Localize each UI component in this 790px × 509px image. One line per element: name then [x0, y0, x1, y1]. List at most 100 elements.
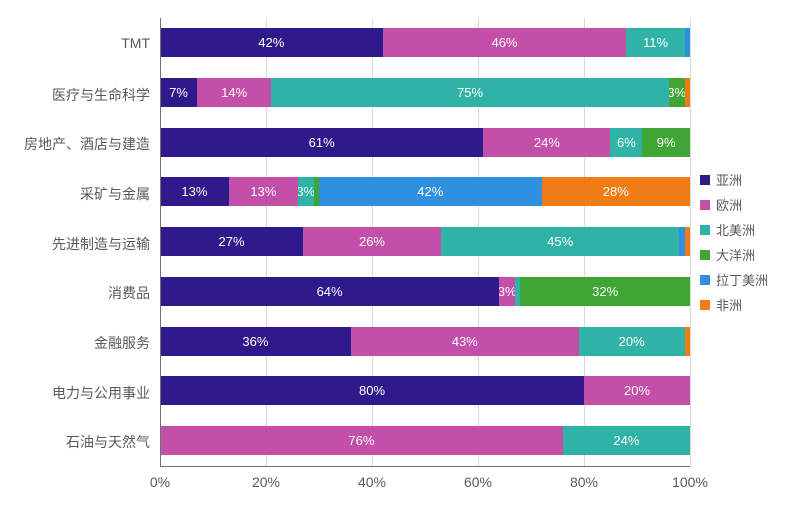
segment-value: 14%	[221, 85, 247, 100]
gridline	[690, 18, 691, 466]
segment-value: 3%	[499, 284, 515, 299]
legend-label: 亚洲	[716, 170, 742, 189]
legend: 亚洲欧洲北美洲大洋洲拉丁美洲非洲	[700, 170, 768, 320]
bar-segment-asia: 13%	[160, 177, 229, 206]
legend-label: 非洲	[716, 295, 742, 314]
legend-item: 非洲	[700, 295, 768, 314]
category-label: 采矿与金属	[80, 184, 150, 204]
bar-segment-europe: 3%	[499, 277, 515, 306]
legend-swatch	[700, 275, 710, 285]
legend-label: 欧洲	[716, 195, 742, 214]
bar-row: 76% 24%	[160, 426, 690, 455]
legend-item: 北美洲	[700, 220, 768, 239]
bar-row: 80% 20%	[160, 376, 690, 405]
bar-segment-latam	[685, 28, 690, 57]
x-tick-label: 60%	[464, 474, 492, 490]
segment-value: 76%	[348, 433, 374, 448]
segment-value: 42%	[417, 184, 443, 199]
segment-value: 75%	[457, 85, 483, 100]
bar-segment-asia: 61%	[160, 128, 483, 157]
bar-segment-oceania: 3%	[669, 78, 685, 107]
bar-row: 7% 14% 75% 3%	[160, 78, 690, 107]
legend-item: 亚洲	[700, 170, 768, 189]
category-label: 金融服务	[94, 333, 150, 353]
legend-swatch	[700, 250, 710, 260]
segment-value: 20%	[624, 383, 650, 398]
category-label: 电力与公用事业	[52, 383, 150, 403]
bar-segment-asia: 80%	[160, 376, 584, 405]
x-axis-line	[160, 466, 690, 467]
bar-segment-namerica: 3%	[298, 177, 314, 206]
bar-row: 64% 3% 32%	[160, 277, 690, 306]
bar-row: 27% 26% 45%	[160, 227, 690, 256]
segment-value: 80%	[359, 383, 385, 398]
segment-value: 13%	[250, 184, 276, 199]
category-label: TMT	[121, 35, 150, 51]
segment-value: 28%	[603, 184, 629, 199]
segment-value: 9%	[657, 135, 676, 150]
segment-value: 43%	[452, 334, 478, 349]
x-tick-label: 80%	[570, 474, 598, 490]
legend-item: 拉丁美洲	[700, 270, 768, 289]
bar-segment-europe: 76%	[160, 426, 563, 455]
stacked-bar-chart: 42% 46% 11% 7% 14% 75% 3% 61% 24% 6% 9% 13% 13% 3% 42%…	[0, 0, 790, 509]
segment-value: 36%	[242, 334, 268, 349]
bar-segment-asia: 42%	[160, 28, 383, 57]
bar-segment-oceania: 9%	[642, 128, 690, 157]
category-label: 医疗与生命科学	[52, 85, 150, 105]
bar-segment-namerica: 24%	[563, 426, 690, 455]
bar-segment-namerica: 45%	[441, 227, 680, 256]
segment-value: 64%	[317, 284, 343, 299]
x-tick-label: 40%	[358, 474, 386, 490]
segment-value: 42%	[258, 35, 284, 50]
legend-swatch	[700, 300, 710, 310]
segment-value: 26%	[359, 234, 385, 249]
category-label: 先进制造与运输	[52, 234, 150, 254]
segment-value: 3%	[669, 85, 685, 100]
bar-row: 61% 24% 6% 9%	[160, 128, 690, 157]
bar-segment-asia: 7%	[160, 78, 197, 107]
segment-value: 20%	[619, 334, 645, 349]
segment-value: 24%	[613, 433, 639, 448]
bar-row: 13% 13% 3% 42% 28%	[160, 177, 690, 206]
segment-value: 24%	[534, 135, 560, 150]
legend-swatch	[700, 200, 710, 210]
segment-value: 27%	[219, 234, 245, 249]
bar-segment-europe: 43%	[351, 327, 579, 356]
category-label: 房地产、酒店与建造	[24, 134, 150, 154]
bar-segment-europe: 13%	[229, 177, 298, 206]
segment-value: 11%	[643, 35, 668, 50]
bar-segment-namerica: 75%	[271, 78, 669, 107]
bar-segment-europe: 46%	[383, 28, 627, 57]
legend-swatch	[700, 175, 710, 185]
legend-item: 大洋洲	[700, 245, 768, 264]
plot-area: 42% 46% 11% 7% 14% 75% 3% 61% 24% 6% 9% 13% 13% 3% 42%…	[160, 18, 690, 466]
legend-swatch	[700, 225, 710, 235]
bar-segment-namerica: 20%	[579, 327, 685, 356]
segment-value: 7%	[169, 85, 188, 100]
segment-value: 6%	[617, 135, 636, 150]
x-tick-label: 100%	[672, 474, 708, 490]
legend-label: 北美洲	[716, 220, 755, 239]
bar-segment-europe: 24%	[483, 128, 610, 157]
y-axis-line	[160, 18, 161, 466]
bar-row: 42% 46% 11%	[160, 28, 690, 57]
segment-value: 32%	[592, 284, 618, 299]
segment-value: 3%	[298, 184, 314, 199]
bar-segment-africa	[685, 78, 690, 107]
bar-segment-asia: 64%	[160, 277, 499, 306]
bar-segment-asia: 36%	[160, 327, 351, 356]
segment-value: 13%	[181, 184, 207, 199]
legend-label: 大洋洲	[716, 245, 755, 264]
category-label: 消费品	[108, 283, 150, 303]
segment-value: 46%	[491, 35, 517, 50]
segment-value: 45%	[547, 234, 573, 249]
category-label: 石油与天然气	[66, 432, 150, 452]
bar-segment-asia: 27%	[160, 227, 303, 256]
legend-label: 拉丁美洲	[716, 270, 768, 289]
segment-value: 61%	[309, 135, 335, 150]
bar-segment-europe: 20%	[584, 376, 690, 405]
x-tick-label: 0%	[150, 474, 170, 490]
bar-segment-africa: 28%	[542, 177, 690, 206]
bar-segment-oceania: 32%	[520, 277, 690, 306]
